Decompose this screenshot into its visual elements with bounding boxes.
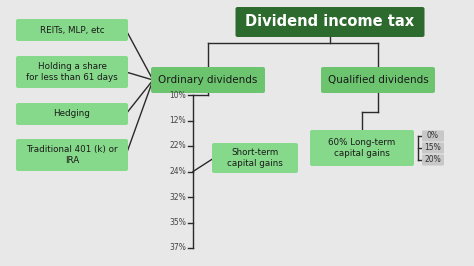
Text: 20%: 20% bbox=[425, 156, 441, 164]
Text: Holding a share
for less than 61 days: Holding a share for less than 61 days bbox=[26, 62, 118, 82]
Text: Dividend income tax: Dividend income tax bbox=[246, 15, 415, 30]
Text: Traditional 401 (k) or
IRA: Traditional 401 (k) or IRA bbox=[26, 145, 118, 165]
Text: Hedging: Hedging bbox=[54, 110, 91, 118]
FancyBboxPatch shape bbox=[151, 67, 265, 93]
FancyBboxPatch shape bbox=[236, 7, 425, 37]
Text: 0%: 0% bbox=[427, 131, 439, 140]
FancyBboxPatch shape bbox=[422, 143, 444, 153]
Text: 37%: 37% bbox=[169, 243, 186, 252]
FancyBboxPatch shape bbox=[16, 139, 128, 171]
Text: Qualified dividends: Qualified dividends bbox=[328, 75, 428, 85]
Text: 35%: 35% bbox=[169, 218, 186, 227]
FancyBboxPatch shape bbox=[321, 67, 435, 93]
FancyBboxPatch shape bbox=[16, 103, 128, 125]
FancyBboxPatch shape bbox=[422, 131, 444, 142]
FancyBboxPatch shape bbox=[310, 130, 414, 166]
Text: Ordinary dividends: Ordinary dividends bbox=[158, 75, 258, 85]
Text: 22%: 22% bbox=[169, 142, 186, 151]
Text: 60% Long-term
capital gains: 60% Long-term capital gains bbox=[328, 138, 396, 158]
Text: 10%: 10% bbox=[169, 90, 186, 99]
FancyBboxPatch shape bbox=[212, 143, 298, 173]
Text: REITs, MLP, etc: REITs, MLP, etc bbox=[40, 26, 104, 35]
Text: 32%: 32% bbox=[169, 193, 186, 202]
FancyBboxPatch shape bbox=[16, 56, 128, 88]
FancyBboxPatch shape bbox=[422, 155, 444, 165]
FancyBboxPatch shape bbox=[16, 19, 128, 41]
Text: 15%: 15% bbox=[425, 143, 441, 152]
Text: Short-term
capital gains: Short-term capital gains bbox=[227, 148, 283, 168]
Text: 24%: 24% bbox=[169, 167, 186, 176]
Text: 12%: 12% bbox=[169, 116, 186, 125]
